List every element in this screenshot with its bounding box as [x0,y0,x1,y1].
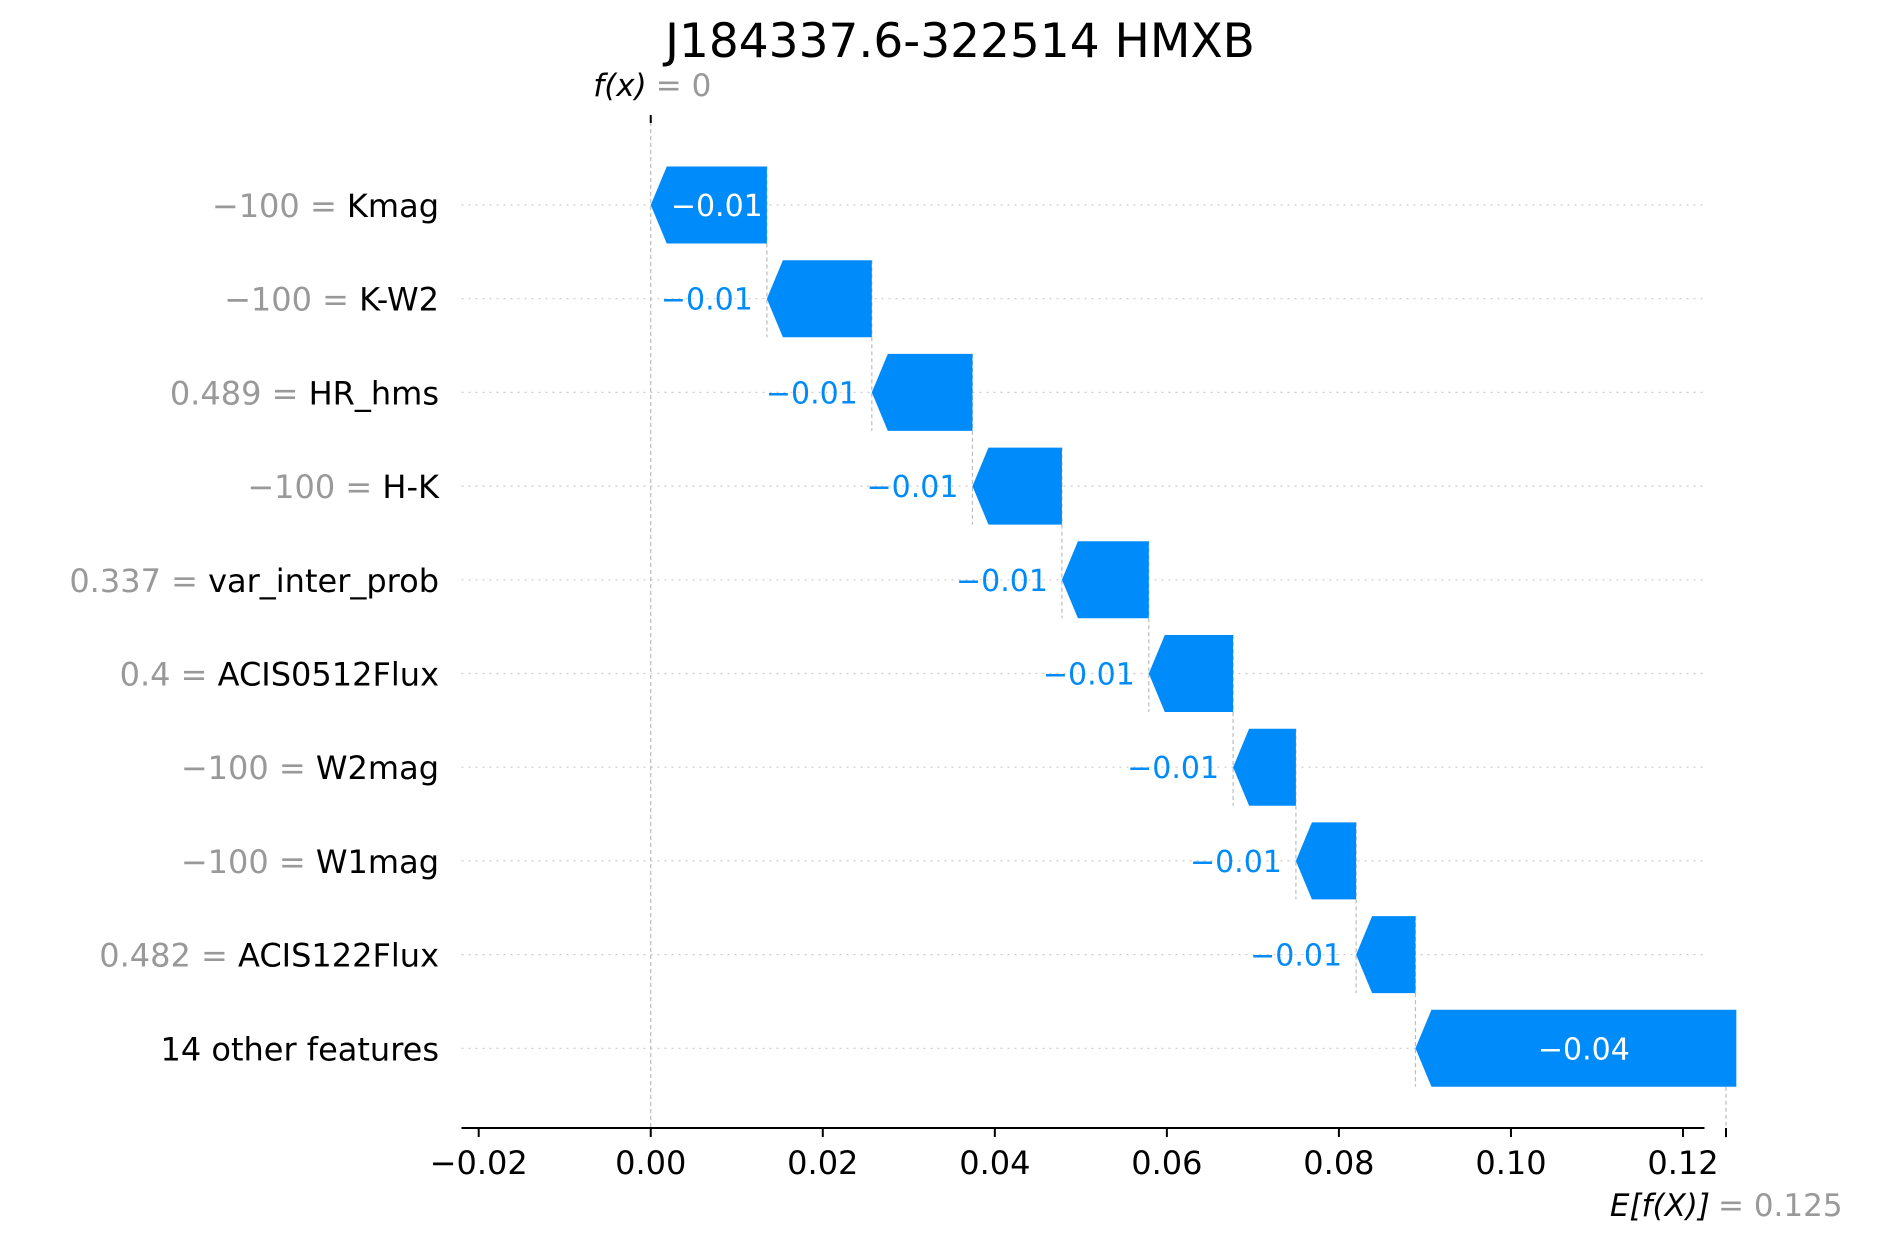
bars: −0.01 −0.01 −0.01 −0.01 −0.01 −0.01 −0.01 −0.01… [650,166,1737,1087]
bar-value-label: −0.01 [867,470,959,505]
feature-label: −100 = W2mag [181,749,439,787]
x-tick-label: 0.08 [1303,1144,1374,1182]
feature-name: H-K [382,468,440,506]
bar-value-label: −0.01 [766,376,858,411]
feature-label: −100 = Kmag [212,187,439,225]
expected-annotation: E[f(X)] = 0.125 [1610,1188,1843,1224]
x-tick-label: 0.00 [615,1144,686,1182]
x-axis: −0.02 0.00 0.02 0.04 0.06 0.08 0.10 0.12 [430,1127,1728,1182]
expected-value-label: E[f(X)] [1610,1188,1710,1224]
feature-value: 0.489 = [170,374,309,412]
bar-value-label: −0.04 [1538,1032,1630,1067]
feature-name: ACIS0512Flux [218,656,439,694]
x-tick-label: −0.02 [430,1144,528,1182]
x-tick-label: 0.06 [1131,1144,1202,1182]
bar-value-label: −0.01 [661,283,753,318]
shap-bar [1148,635,1234,712]
feature-label: 0.482 = ACIS122Flux [99,937,439,975]
feature-name: W2mag [316,749,439,787]
shap-bar [1415,1009,1737,1087]
feature-name: HR_hms [309,374,439,412]
fx-label: f(x) [593,68,646,104]
feature-label: −100 = W1mag [181,843,439,881]
feature-value: −100 = [212,187,347,225]
shap-bar [766,260,872,338]
shap-bar [1295,822,1357,900]
x-tick-label: 0.04 [959,1144,1030,1182]
feature-value: −100 = [247,468,382,506]
feature-label: 0.4 = ACIS0512Flux [120,656,439,694]
shap-bar [1061,541,1149,619]
shap-bar [1233,728,1296,806]
feature-label: −100 = H-K [247,468,440,506]
feature-value: −100 = [181,843,316,881]
feature-value: 0.4 = [120,656,218,694]
feature-labels: −100 = Kmag−100 = K-W20.489 = HR_hms−100… [69,187,440,1068]
bar-value-label: −0.01 [1043,658,1135,693]
feature-name: 14 other features [160,1030,439,1068]
shap-bar [1356,916,1416,994]
row-gridlines [461,204,1705,1049]
feature-value: 0.482 = [99,937,238,975]
chart-title: J184337.6-322514 HMXB [662,14,1255,69]
feature-name: var_inter_prob [208,562,439,600]
bar-value-label: −0.01 [956,564,1048,599]
shap-bar [650,166,767,244]
feature-label: −100 = K-W2 [224,281,439,319]
feature-name: Kmag [347,187,439,225]
fx-annotation: f(x) = 0 [593,68,711,104]
feature-name: W1mag [316,843,439,881]
expected-value-number: = 0.125 [1718,1188,1843,1224]
feature-label: 0.337 = var_inter_prob [69,562,439,600]
bar-value-label: −0.01 [671,189,763,224]
x-tick-label: 0.10 [1475,1144,1546,1182]
feature-name: K-W2 [359,281,439,319]
shap-bar [972,447,1062,525]
bar-value-label: −0.01 [1190,845,1282,880]
x-tick-label: 0.12 [1647,1144,1718,1182]
feature-name: ACIS122Flux [238,937,439,975]
feature-value: −100 = [181,749,316,787]
x-tick-label: 0.02 [787,1144,858,1182]
feature-value: 0.337 = [69,562,208,600]
feature-label: 0.489 = HR_hms [170,374,439,412]
x-ticks: −0.02 0.00 0.02 0.04 0.06 0.08 0.10 0.12 [430,1128,1728,1182]
bar-value-label: −0.01 [1250,939,1342,974]
feature-value: −100 = [224,281,359,319]
feature-label: 14 other features [160,1030,439,1068]
fx-value: = 0 [656,68,712,104]
bar-value-label: −0.01 [1127,751,1219,786]
shap-bar [871,353,973,431]
